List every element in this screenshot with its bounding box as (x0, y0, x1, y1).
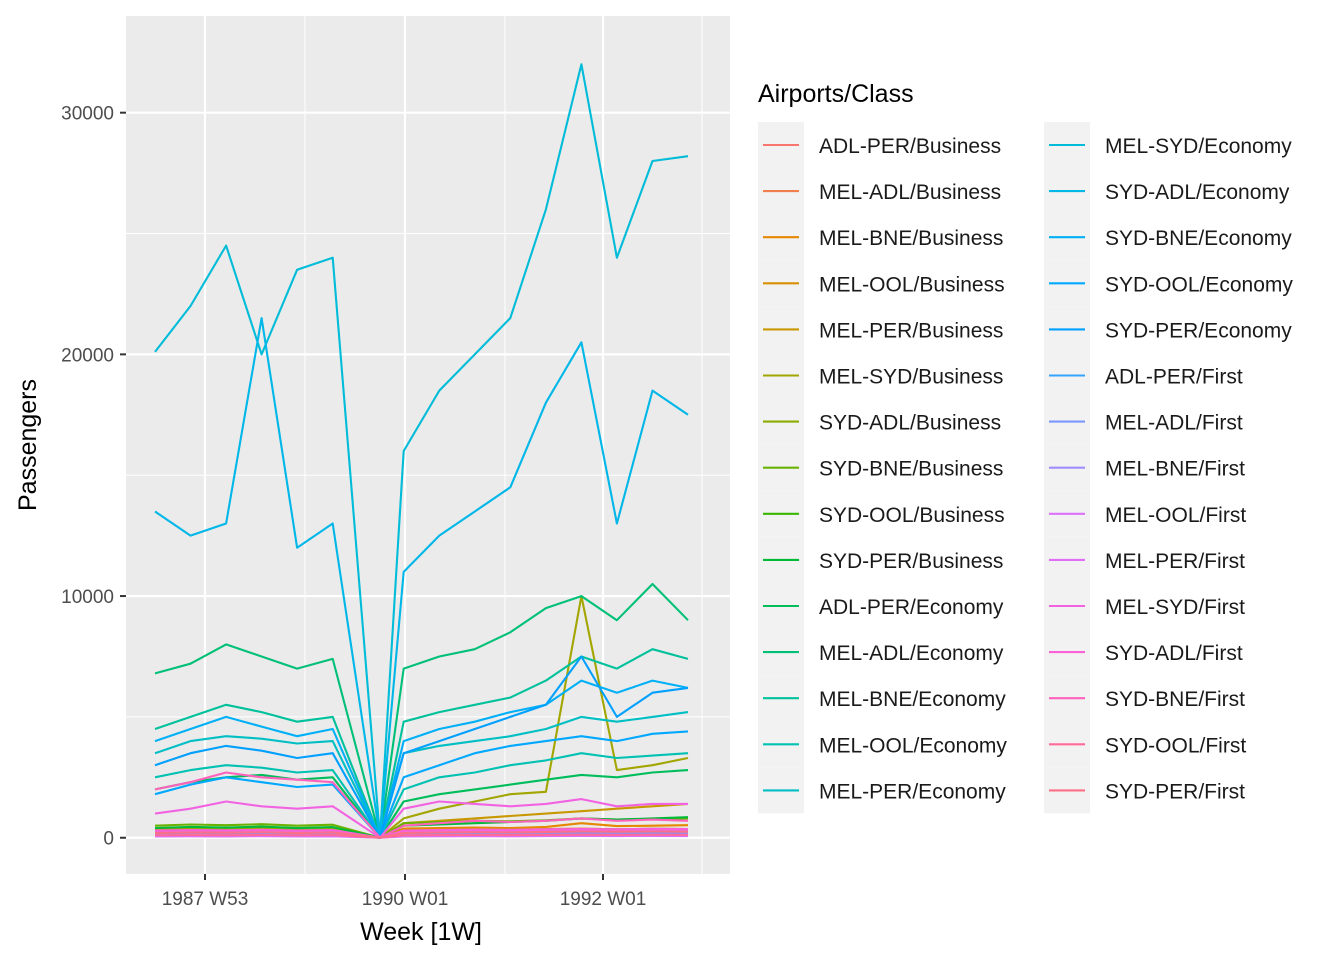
series-line-mel-per-economy (154, 711, 689, 839)
legend-label: SYD-OOL/Economy (1105, 273, 1293, 296)
legend-label: MEL-PER/First (1105, 550, 1245, 573)
legend-label: ADL-PER/First (1105, 366, 1243, 389)
series-line-syd-per-first (154, 830, 689, 839)
legend-label: SYD-OOL/First (1105, 734, 1246, 757)
series-line-mel-adl-economy (154, 582, 689, 839)
legend-label: MEL-BNE/Business (819, 227, 1003, 250)
legend-label: SYD-ADL/Business (819, 412, 1001, 435)
x-tick-label: 1987 W53 (162, 889, 249, 910)
series-line-syd-adl-economy (154, 317, 689, 839)
legend-label: SYD-PER/Business (819, 550, 1003, 573)
legend-label: MEL-BNE/Economy (819, 688, 1006, 711)
series-line-mel-ool-economy (154, 752, 689, 839)
y-tick-label: 30000 (61, 104, 114, 125)
series-line-adl-per-economy (154, 769, 689, 839)
series-line-mel-ool-first (154, 834, 689, 839)
x-axis-title: Week [1W] (360, 918, 482, 946)
major-gridlines (126, 16, 730, 874)
legend-label: SYD-BNE/Business (819, 458, 1003, 481)
x-axis: 1987 W53 1990 W01 1992 W01 (162, 874, 647, 910)
y-tick-label: 0 (103, 829, 114, 850)
legend-label: SYD-BNE/First (1105, 688, 1245, 711)
legend-label: MEL-BNE/First (1105, 458, 1245, 481)
legend-label: SYD-ADL/Economy (1105, 181, 1290, 204)
series-line-mel-bne-economy (154, 648, 689, 839)
series-line-syd-ool-economy (154, 730, 689, 839)
y-tick-label: 10000 (61, 587, 114, 608)
series-line-mel-syd-business (154, 595, 689, 839)
legend-label: SYD-PER/Economy (1105, 319, 1292, 342)
series-line-syd-adl-first (154, 827, 689, 839)
legend-label: MEL-ADL/First (1105, 412, 1243, 435)
legend-title: Airports/Class (758, 80, 914, 108)
legend-label: MEL-OOL/First (1105, 504, 1246, 527)
series-line-syd-ool-first (154, 833, 689, 839)
legend-label: MEL-ADL/Business (819, 181, 1001, 204)
x-tick-label: 1992 W01 (560, 889, 647, 910)
legend: Airports/Class ADL-PER/Business MEL-ADL/B… (758, 80, 1293, 814)
legend-label: MEL-PER/Business (819, 319, 1003, 342)
plot-panel (126, 16, 730, 874)
legend-label: SYD-BNE/Economy (1105, 227, 1292, 250)
legend-label: SYD-OOL/Business (819, 504, 1005, 527)
y-tick-label: 20000 (61, 345, 114, 366)
legend-label: MEL-SYD/Business (819, 366, 1003, 389)
legend-label: MEL-PER/Economy (819, 780, 1006, 803)
y-axis-title: Passengers (14, 379, 42, 511)
x-tick-label: 1990 W01 (362, 889, 449, 910)
legend-label: SYD-PER/First (1105, 780, 1245, 803)
legend-label: ADL-PER/Business (819, 135, 1001, 158)
legend-label: ADL-PER/Economy (819, 596, 1004, 619)
series-line-mel-adl-first (154, 832, 689, 839)
series-line-syd-bne-first (154, 771, 689, 839)
legend-label: MEL-SYD/First (1105, 596, 1245, 619)
legend-label: MEL-SYD/Economy (1105, 135, 1292, 158)
y-axis: 0 10000 20000 30000 (61, 104, 126, 850)
legend-label: MEL-OOL/Business (819, 273, 1005, 296)
series-line-mel-syd-first (154, 798, 688, 839)
legend-label: MEL-ADL/Economy (819, 642, 1004, 665)
series-lines (154, 63, 689, 839)
legend-label: SYD-ADL/First (1105, 642, 1243, 665)
series-line-mel-syd-economy (154, 63, 689, 839)
legend-label: MEL-OOL/Economy (819, 734, 1007, 757)
series-line-syd-per-economy (154, 655, 689, 839)
